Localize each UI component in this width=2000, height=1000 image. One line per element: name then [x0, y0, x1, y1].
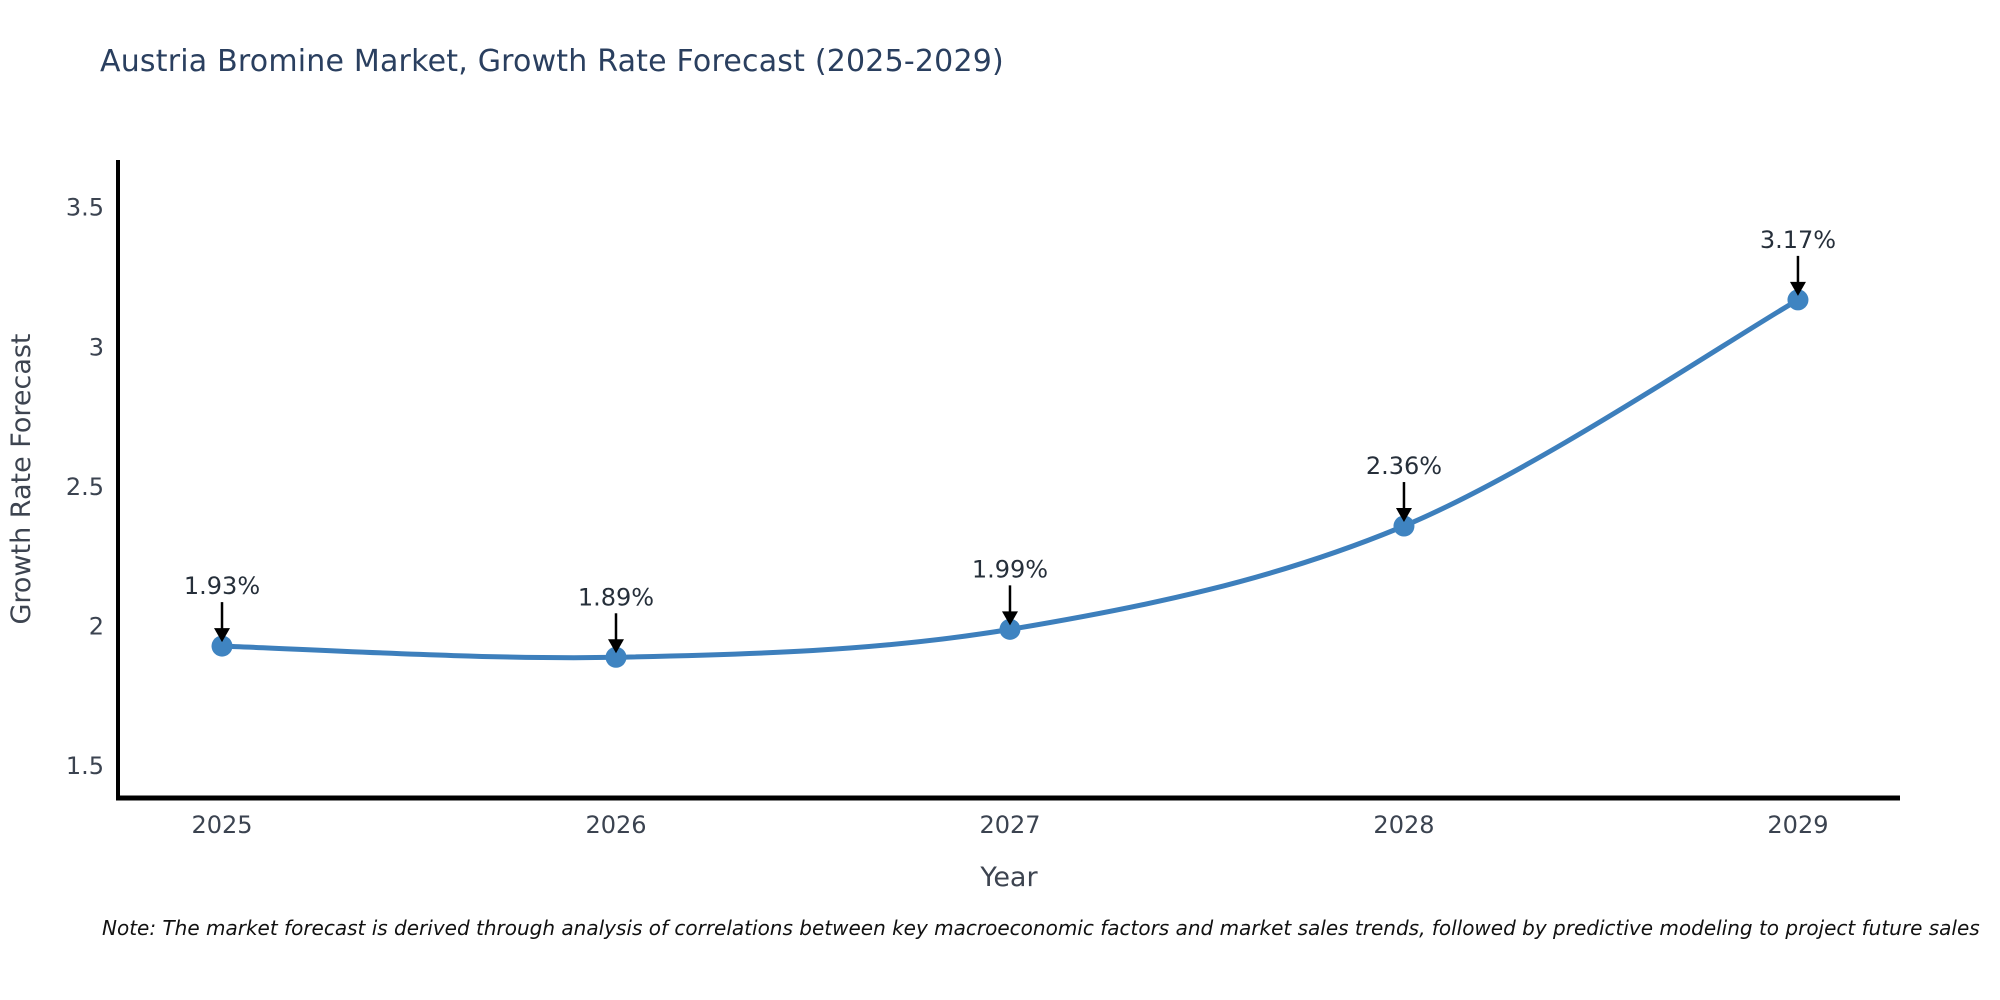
y-tick-label: 3	[89, 333, 104, 361]
annotation-arrowhead	[1395, 508, 1412, 523]
data-point-marker	[999, 618, 1021, 640]
annotation-arrowhead	[1001, 611, 1018, 626]
x-tick-label: 2027	[979, 811, 1040, 839]
data-point-marker	[1393, 515, 1415, 537]
point-annotation: 1.99%	[972, 555, 1048, 583]
y-tick-label: 2.5	[66, 473, 104, 501]
x-tick-label: 2026	[585, 811, 646, 839]
point-annotation: 2.36%	[1366, 452, 1442, 480]
x-tick-label: 2025	[191, 811, 252, 839]
data-point-marker	[211, 635, 233, 657]
annotation-arrowhead	[214, 628, 231, 643]
x-tick-label: 2029	[1767, 811, 1828, 839]
point-annotation: 1.93%	[184, 572, 260, 600]
point-annotation: 1.89%	[578, 583, 654, 611]
y-tick-label: 2	[89, 613, 104, 641]
data-point-marker	[605, 646, 627, 668]
data-point-marker	[1787, 289, 1809, 311]
y-tick-label: 1.5	[66, 752, 104, 780]
footnote: Note: The market forecast is derived thr…	[102, 916, 1980, 940]
x-tick-label: 2028	[1373, 811, 1434, 839]
chart-title: Austria Bromine Market, Growth Rate Fore…	[100, 44, 1004, 79]
annotation-arrowhead	[607, 639, 624, 654]
annotation-arrowhead	[1789, 281, 1806, 296]
x-axis-title: Year	[979, 862, 1038, 893]
point-annotation: 3.17%	[1760, 226, 1836, 254]
y-axis-title: Growth Rate Forecast	[6, 333, 37, 624]
y-tick-label: 3.5	[66, 194, 104, 222]
